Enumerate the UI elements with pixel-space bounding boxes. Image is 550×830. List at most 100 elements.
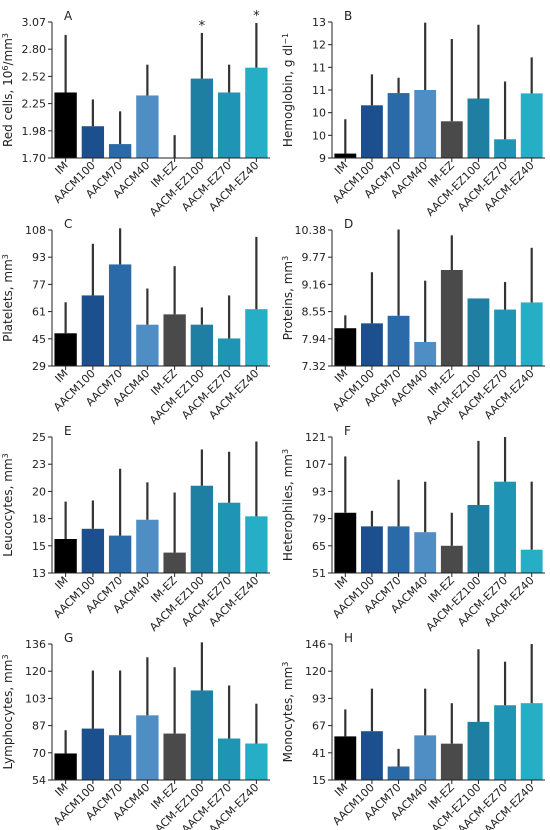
bar-im-ez [440,743,463,780]
x-tick-label: IM [53,159,71,177]
y-tick-label: 87 [32,720,46,733]
panel-label: E [64,424,72,438]
y-tick-label: 65 [312,540,326,553]
bar-im-ez [163,552,186,573]
y-tick-label: 9.77 [302,251,327,264]
panel-c: 2945617793108IMAACM100AACM70AACM40IM-EZA… [1,217,270,427]
bar-aacm40 [136,324,159,366]
bar-aacm40 [136,519,159,573]
x-tick-label: IM [53,367,71,385]
bar-aacm70 [108,535,132,573]
panel-label: F [344,424,351,438]
bar-im-ez [163,733,186,780]
y-tick-label: 67 [312,720,326,733]
y-tick-label: 13 [32,567,46,580]
y-tick-label: 107 [305,458,326,471]
bar-aacm-ez70 [494,481,516,573]
bar-aacm70 [108,144,132,158]
panel-label: A [64,9,73,23]
bar-im-ez [163,314,186,366]
y-tick-label: 9.16 [302,278,327,291]
panel-b: 9101011111213IMAACM100AACM70AACM40IM-EZA… [281,9,545,219]
bar-im-ez [440,545,463,573]
bar-aacm-ez100 [467,721,490,780]
bar-aacm40 [414,90,437,158]
y-tick-label: 9 [319,152,326,165]
bar-im-ez [440,270,463,366]
bar-im [334,512,357,573]
y-tick-label: 2.80 [22,43,47,56]
bar-aacm-ez100 [467,298,490,366]
y-tick-label: 54 [32,774,46,787]
y-tick-label: 25 [32,431,46,444]
x-tick-label: IM [332,574,350,592]
panel-d: 7.327.948.559.169.7710.38IMAACM100AACM70… [281,217,545,427]
bar-aacm100 [361,731,383,780]
bar-aacm-ez40 [520,302,543,366]
y-tick-label: 103 [25,692,46,705]
bar-aacm-ez70 [494,309,516,366]
x-tick-label: IM [53,574,71,592]
bar-im [334,153,357,158]
panel-h: 15416793120146IMAACM100AACM70AACM40IM-EZ… [281,631,545,830]
y-tick-label: 70 [32,747,46,760]
y-tick-label: 15 [312,774,326,787]
y-tick-label: 23 [32,458,46,471]
bar-aacm-ez40 [245,516,268,573]
y-tick-label: 12 [312,39,326,52]
bar-aacm-ez40 [245,743,268,780]
bar-im [54,92,77,158]
bar-aacm40 [136,95,159,158]
bar-aacm70 [387,766,410,780]
bar-aacm-ez70 [217,92,241,158]
y-tick-label: 20 [32,485,46,498]
y-axis-label: Monocytes, mm3 [281,662,296,763]
y-tick-label: 120 [305,665,326,678]
y-tick-label: 45 [32,333,46,346]
panel-g: 547087103120136IMAACM100AACM70AACM40IM-E… [1,631,270,830]
panel-label: H [344,631,353,645]
bar-im-ez [440,121,463,158]
y-axis-label: Proteins, mm3 [281,256,296,340]
bar-aacm-ez100 [190,324,214,366]
y-axis-label: Platelets, mm3 [1,254,16,342]
panel-a: **1.701.982.252.522.803.07IMAACM100AACM7… [1,9,270,219]
y-tick-label: 93 [312,485,326,498]
panel-label: D [344,217,353,231]
bar-aacm40 [414,342,437,366]
significance-marker: * [199,19,206,34]
bar-aacm-ez70 [217,738,241,780]
bar-aacm100 [361,526,383,573]
bar-aacm100 [361,323,383,366]
y-tick-label: 41 [312,747,326,760]
bar-aacm-ez70 [217,338,241,366]
x-tick-label: IM [332,367,350,385]
bar-aacm70 [108,264,132,366]
bar-aacm-ez40 [245,309,268,366]
bar-aacm70 [108,735,132,780]
bar-im [54,753,77,780]
y-tick-label: 11 [312,84,326,97]
y-tick-label: 2.25 [22,98,47,111]
y-axis-label: Lymphocytes, mm3 [1,654,16,769]
y-tick-label: 7.94 [302,333,327,346]
y-tick-label: 61 [32,306,46,319]
bar-im [54,333,77,366]
y-tick-label: 18 [32,513,46,526]
bar-aacm40 [136,715,159,780]
y-tick-label: 93 [312,692,326,705]
bar-im [54,539,77,573]
bar-aacm40 [414,532,437,573]
panel-f: 51657993107121IMAACM100AACM70AACM40IM-EZ… [281,424,545,634]
significance-marker: * [253,9,260,24]
y-axis-label: Hemoglobin, g dl−1 [281,33,296,147]
y-tick-label: 8.55 [302,306,327,319]
panel-label: G [64,631,73,645]
x-tick-label: IM [332,781,350,799]
bar-aacm100 [81,728,105,780]
y-tick-label: 3.07 [22,16,47,29]
y-tick-label: 7.32 [302,360,327,373]
bar-aacm-ez100 [190,485,214,573]
bar-aacm-ez100 [467,505,490,573]
